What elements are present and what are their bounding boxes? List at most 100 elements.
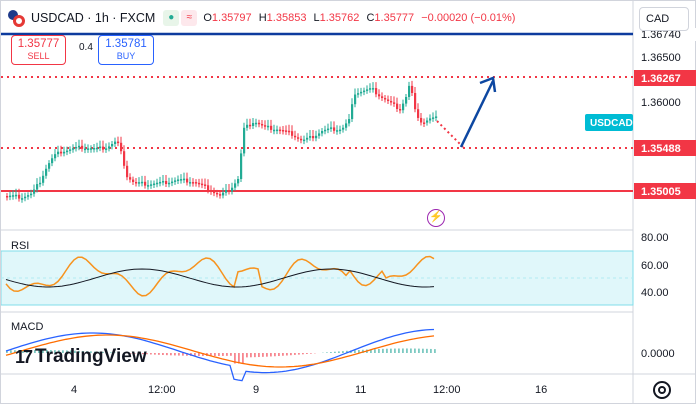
macd-histogram-bar xyxy=(170,353,172,356)
macd-histogram-bar xyxy=(74,350,76,353)
candle-body xyxy=(408,85,411,97)
macd-histogram-bar xyxy=(198,353,200,356)
macd-histogram-bar xyxy=(58,350,60,353)
candle-body xyxy=(141,181,144,184)
candle-body xyxy=(315,135,318,139)
market-open-icon[interactable]: ● xyxy=(163,10,180,26)
macd-histogram-bar xyxy=(250,353,252,358)
lightning-event-icon[interactable]: ⚡ xyxy=(427,209,445,227)
settings-gear-icon[interactable] xyxy=(653,381,671,399)
macd-histogram-bar xyxy=(82,350,84,353)
candle-body xyxy=(54,154,57,159)
macd-histogram-bar xyxy=(90,351,92,353)
candle-body xyxy=(234,183,237,188)
candle-body xyxy=(150,184,153,186)
macd-pane-label[interactable]: MACD xyxy=(11,321,44,333)
macd-histogram-bar xyxy=(134,353,136,354)
macd-histogram-bar xyxy=(266,353,268,357)
sell-button[interactable]: 1.35777 SELL xyxy=(11,35,66,65)
time-axis-label: 4 xyxy=(71,384,77,396)
rsi-pane-label[interactable]: RSI xyxy=(11,240,30,252)
macd-histogram-bar xyxy=(258,353,260,358)
data-delay-icon[interactable]: ≈ xyxy=(181,10,198,26)
macd-signal-line[interactable] xyxy=(5,334,435,368)
macd-histogram-bar xyxy=(106,352,108,353)
currency-selector[interactable]: CAD xyxy=(639,7,689,31)
candle-body xyxy=(261,124,264,126)
rsi-ma-line[interactable] xyxy=(5,268,435,288)
candle-body xyxy=(378,94,381,97)
candle-body xyxy=(51,158,54,164)
macd-histogram-bar xyxy=(158,353,160,355)
candle-body xyxy=(324,129,327,132)
candle-body xyxy=(300,138,303,141)
macd-histogram-bar xyxy=(418,348,420,353)
macd-histogram-bar xyxy=(94,351,96,353)
candle-body xyxy=(249,124,252,127)
candle-body xyxy=(108,146,111,149)
macd-histogram-bar xyxy=(338,351,340,353)
macd-histogram-bar xyxy=(282,353,284,356)
candle-body xyxy=(432,117,435,119)
candle-body xyxy=(135,182,138,184)
candle-body xyxy=(165,181,168,184)
candle-body xyxy=(99,146,102,149)
macd-histogram-bar xyxy=(26,350,28,353)
svg-text:1.35005: 1.35005 xyxy=(641,186,681,198)
macd-histogram-bar xyxy=(434,349,436,353)
svg-text:USDCAD: USDCAD xyxy=(590,118,633,129)
candle-body xyxy=(426,120,429,123)
symbol-title[interactable]: USDCAD · 1h · FXCM xyxy=(31,11,156,25)
candle-body xyxy=(69,149,72,151)
candle-body xyxy=(195,182,198,184)
projection-arrow[interactable] xyxy=(459,80,495,148)
macd-histogram-bar xyxy=(286,353,288,356)
macd-histogram-bar xyxy=(34,349,36,353)
macd-histogram-bar xyxy=(230,353,232,356)
projection-dotted[interactable] xyxy=(436,120,464,148)
candle-body xyxy=(87,148,90,150)
candle-body xyxy=(336,130,339,132)
macd-histogram-bar xyxy=(150,353,152,355)
candle-body xyxy=(21,198,24,200)
candle-body xyxy=(180,179,183,181)
candle-body xyxy=(210,190,213,192)
macd-line[interactable] xyxy=(5,328,435,382)
macd-histogram-bar xyxy=(98,351,100,353)
candle-body xyxy=(207,185,210,191)
macd-histogram-bar xyxy=(398,348,400,353)
candle-body xyxy=(78,145,81,148)
macd-histogram-bar xyxy=(386,348,388,353)
macd-histogram-bar xyxy=(222,353,224,356)
candle-body xyxy=(30,193,33,196)
buy-button[interactable]: 1.35781 BUY xyxy=(98,35,154,65)
candle-body xyxy=(258,122,261,125)
candle-body xyxy=(333,127,336,131)
candle-body xyxy=(351,104,354,120)
macd-histogram-bar xyxy=(66,350,68,353)
candle-body xyxy=(360,91,363,94)
macd-histogram-bar xyxy=(142,353,144,355)
candle-body xyxy=(306,137,309,140)
time-axis-label: 12:00 xyxy=(433,384,461,396)
candle-body xyxy=(270,125,273,130)
rsi-line[interactable] xyxy=(5,255,435,297)
low-value: 1.35762 xyxy=(319,12,360,24)
tradingview-logo-icon: 17 xyxy=(15,346,33,367)
macd-histogram-bar xyxy=(414,348,416,353)
candle-body xyxy=(342,127,345,130)
badge-1.36740: 1.36740 xyxy=(634,28,696,41)
candle-body xyxy=(183,178,186,181)
macd-histogram-bar xyxy=(426,348,428,353)
macd-histogram-bar xyxy=(306,353,308,354)
macd-histogram-bar xyxy=(238,353,240,364)
tradingview-logo[interactable]: 17 TradingView xyxy=(15,346,147,368)
candle-body xyxy=(291,131,294,136)
candle-body xyxy=(255,122,258,125)
sell-label: SELL xyxy=(27,51,50,61)
candle-body xyxy=(387,99,390,101)
symbol-header[interactable]: USDCAD · 1h · FXCM ● ≈ O1.35797 H1.35853… xyxy=(7,8,519,28)
macd-histogram-bar xyxy=(270,353,272,357)
